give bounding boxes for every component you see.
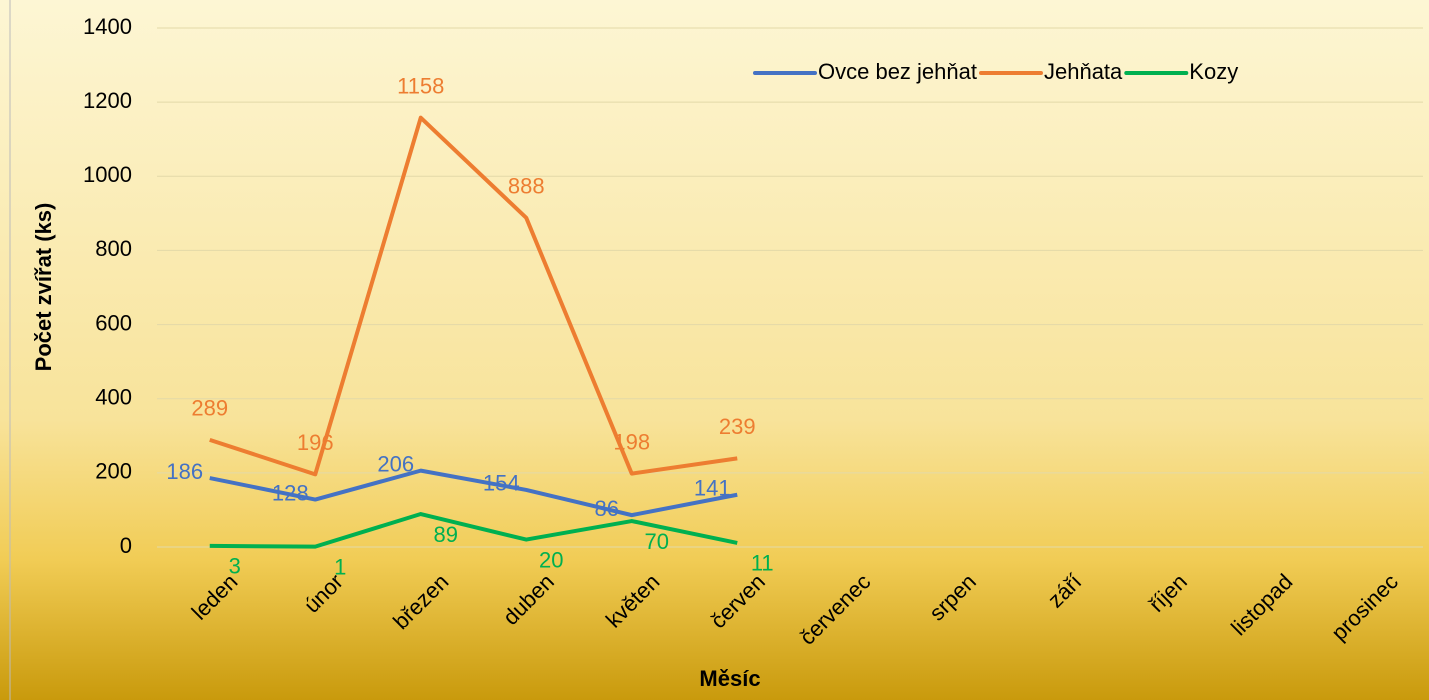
data-label: 11 [751, 551, 774, 576]
data-label: 1158 [397, 74, 444, 99]
data-label: 186 [166, 459, 203, 484]
y-tick-label: 1000 [83, 162, 132, 187]
y-axis-title: Počet zvířat (ks) [31, 203, 56, 372]
series-line [209, 115, 738, 477]
data-label: 289 [191, 396, 228, 421]
data-label: 888 [508, 174, 545, 199]
data-label: 20 [539, 547, 563, 572]
series-line [209, 468, 738, 518]
legend-label: Kozy [1189, 59, 1238, 84]
data-label: 141 [694, 476, 731, 501]
y-tick-label: 0 [120, 533, 132, 558]
y-tick-label: 1200 [83, 88, 132, 113]
data-label: 239 [719, 414, 756, 439]
data-label: 198 [613, 429, 650, 454]
data-label: 86 [595, 496, 619, 521]
y-tick-label: 600 [95, 310, 132, 335]
series-line [209, 512, 738, 549]
data-label: 206 [377, 451, 414, 476]
data-label: 128 [272, 480, 309, 505]
legend-label: Ovce bez jehňat [818, 59, 977, 84]
data-label: 3 [229, 554, 241, 579]
legend-label: Jehňata [1044, 59, 1123, 84]
data-label: 1 [334, 554, 346, 579]
y-tick-label: 200 [95, 459, 132, 484]
data-label: 196 [297, 430, 334, 455]
y-tick-label: 400 [95, 385, 132, 410]
y-tick-label: 800 [95, 236, 132, 261]
y-tick-label: 1400 [83, 14, 132, 39]
data-label: 154 [483, 471, 520, 496]
data-label: 70 [645, 529, 669, 554]
data-label: 89 [434, 522, 458, 547]
x-axis-title: Měsíc [699, 666, 760, 691]
